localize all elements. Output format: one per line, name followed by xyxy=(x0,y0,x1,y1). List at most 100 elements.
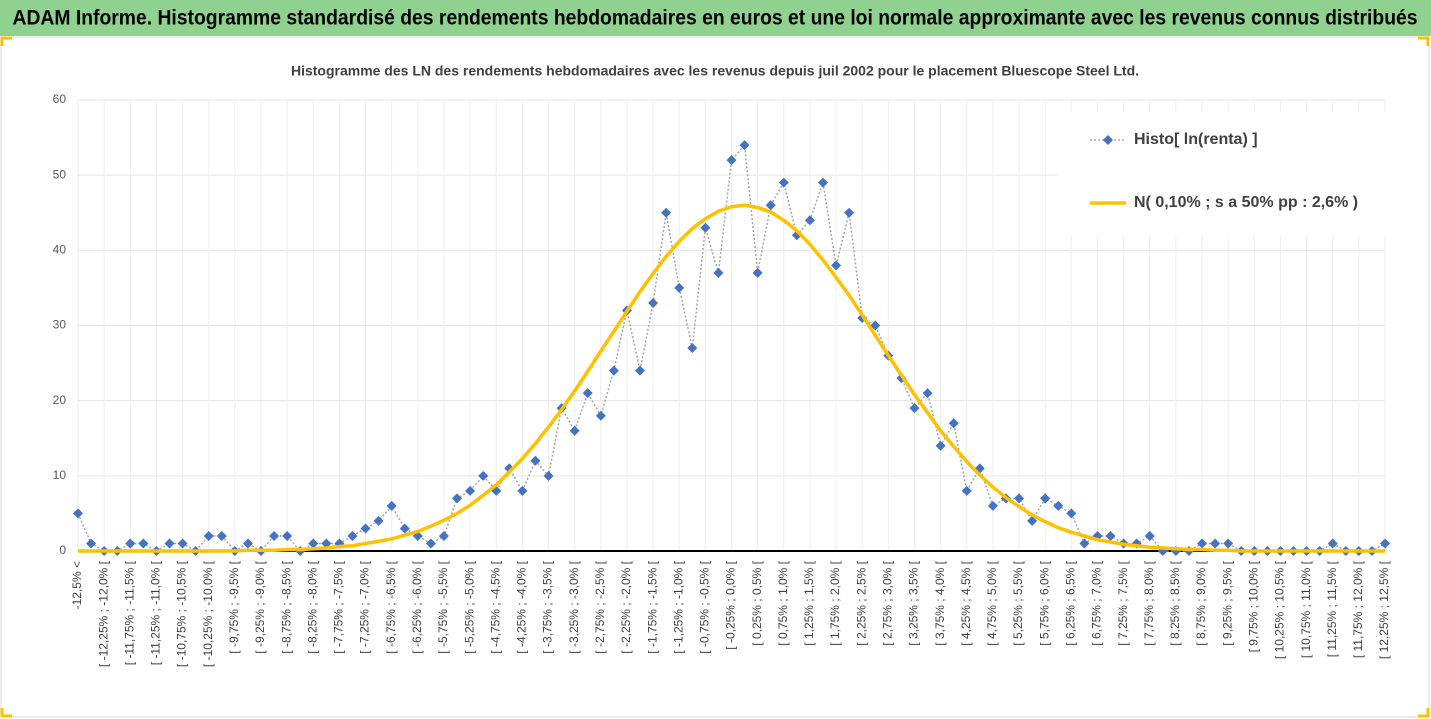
x-tick-label: [ 4,25% ; 4,5% [ xyxy=(959,560,973,645)
y-tick-label: 40 xyxy=(53,243,67,257)
x-tick-label: [ 3,75% ; 4,0% [ xyxy=(933,560,947,645)
marker xyxy=(726,155,737,166)
marker xyxy=(478,470,489,481)
x-tick-label: [ 0,75% ; 1,0% [ xyxy=(776,560,790,645)
marker xyxy=(1079,538,1090,549)
marker xyxy=(1380,538,1390,549)
marker xyxy=(1327,538,1338,549)
marker xyxy=(125,538,136,549)
chart-title: Histogramme des LN des rendements hebdom… xyxy=(291,63,1139,79)
marker xyxy=(177,538,188,549)
x-tick-label: [ -12,25% ; -12,0% [ xyxy=(96,560,110,667)
marker xyxy=(804,215,815,226)
marker xyxy=(1053,500,1064,511)
x-tick-label: [ -7,75% ; -7,5% [ xyxy=(332,560,346,653)
marker xyxy=(386,500,397,511)
marker xyxy=(164,538,175,549)
x-tick-label: [ 0,25% ; 0,5% [ xyxy=(750,560,764,645)
x-tick-label: [ -3,25% ; -3,0% [ xyxy=(567,560,581,653)
marker xyxy=(347,530,358,541)
legend-marker xyxy=(1103,135,1113,145)
marker xyxy=(713,267,724,278)
marker xyxy=(987,500,998,511)
marker xyxy=(465,485,476,496)
y-tick-label: 20 xyxy=(53,393,67,407)
marker xyxy=(648,297,659,308)
legend-label: N( 0,10% ; s a 50% pp : 2,6% ) xyxy=(1134,194,1358,211)
marker xyxy=(817,177,828,188)
x-tick-label: [ -8,75% ; -8,5% [ xyxy=(279,560,293,653)
x-tick-label: [ 2,75% ; 3,0% [ xyxy=(881,560,895,645)
marker xyxy=(373,515,384,526)
x-tick-label: [ 10,25% ; 10,5% [ xyxy=(1273,560,1287,659)
marker xyxy=(138,538,149,549)
marker xyxy=(778,177,789,188)
marker xyxy=(935,440,946,451)
marker xyxy=(1040,493,1051,504)
marker xyxy=(831,260,842,271)
x-tick-label: [ -6,25% ; -6,0% [ xyxy=(410,560,424,653)
x-tick-label: [ -9,75% ; -9,5% [ xyxy=(227,560,241,653)
marker xyxy=(86,538,97,549)
x-tick-label: [ -10,25% ; -10,0% [ xyxy=(201,560,215,667)
x-tick-label: -12,5% < xyxy=(70,561,84,609)
x-tick-label: [ 7,25% ; 7,5% [ xyxy=(1116,560,1130,645)
x-tick-label: [ -4,75% ; -4,5% [ xyxy=(488,560,502,653)
chart-frame xyxy=(0,36,1430,718)
legend-label: Histo[ ln(renta) ] xyxy=(1134,131,1258,148)
marker xyxy=(517,485,528,496)
x-tick-label: [ -5,25% ; -5,0% [ xyxy=(462,560,476,653)
marker xyxy=(961,485,972,496)
marker xyxy=(674,282,685,293)
marker xyxy=(595,410,606,421)
x-tick-label: [ 11,75% ; 12,0% [ xyxy=(1351,560,1365,658)
x-tick-label: [ -5,75% ; -5,5% [ xyxy=(436,560,450,653)
marker xyxy=(438,530,449,541)
header-title: ADAM Informe. Histogramme standardisé de… xyxy=(13,7,1418,30)
x-tick-label: [ -0,25% ; 0,0% [ xyxy=(724,560,738,649)
x-tick-label: [ -11,25% ; -11,0% [ xyxy=(149,560,163,665)
marker xyxy=(1223,538,1234,549)
x-tick-label: [ 7,75% ; 8,0% [ xyxy=(1142,560,1156,645)
marker xyxy=(844,207,855,218)
y-tick-label: 30 xyxy=(53,318,67,332)
x-tick-label: [ -2,75% ; -2,5% [ xyxy=(593,560,607,653)
x-tick-label: [ -4,25% ; -4,0% [ xyxy=(515,560,529,653)
y-tick-label: 50 xyxy=(53,167,67,181)
y-tick-label: 60 xyxy=(53,92,67,106)
marker xyxy=(282,530,293,541)
marker xyxy=(1014,493,1025,504)
marker xyxy=(399,523,410,534)
marker xyxy=(1210,538,1221,549)
marker xyxy=(1144,530,1155,541)
marker xyxy=(543,470,554,481)
x-tick-label: [ -0,75% ; -0,5% [ xyxy=(698,560,712,653)
marker xyxy=(1027,515,1038,526)
x-tick-label: [ -8,25% ; -8,0% [ xyxy=(305,560,319,653)
header-bar xyxy=(0,0,1431,36)
marker xyxy=(242,538,253,549)
x-tick-label: [ 11,25% ; 11,5% [ xyxy=(1325,560,1339,657)
x-tick-label: [ 8,75% ; 9,0% [ xyxy=(1194,560,1208,645)
marker xyxy=(752,267,763,278)
marker xyxy=(452,493,463,504)
x-tick-label: [ -11,75% ; -11,5% [ xyxy=(122,560,136,665)
marker xyxy=(582,388,593,399)
x-tick-label: [ 3,25% ; 3,5% [ xyxy=(907,560,921,645)
marker xyxy=(569,425,580,436)
marker xyxy=(635,365,646,376)
x-tick-label: [ -7,25% ; -7,0% [ xyxy=(358,560,372,653)
x-tick-label: [ 9,75% ; 10,0% [ xyxy=(1246,560,1260,652)
marker xyxy=(530,455,541,466)
marker xyxy=(739,140,750,151)
marker xyxy=(308,538,319,549)
x-tick-label: [ 2,25% ; 2,5% [ xyxy=(854,560,868,645)
x-tick-label: [ 1,25% ; 1,5% [ xyxy=(802,560,816,645)
marker xyxy=(870,320,881,331)
x-tick-label: [ -1,25% ; -1,0% [ xyxy=(671,560,685,653)
marker xyxy=(1066,508,1077,519)
y-tick-label: 0 xyxy=(59,543,66,557)
x-tick-label: [ 6,25% ; 6,5% [ xyxy=(1063,560,1077,645)
marker xyxy=(73,508,83,519)
